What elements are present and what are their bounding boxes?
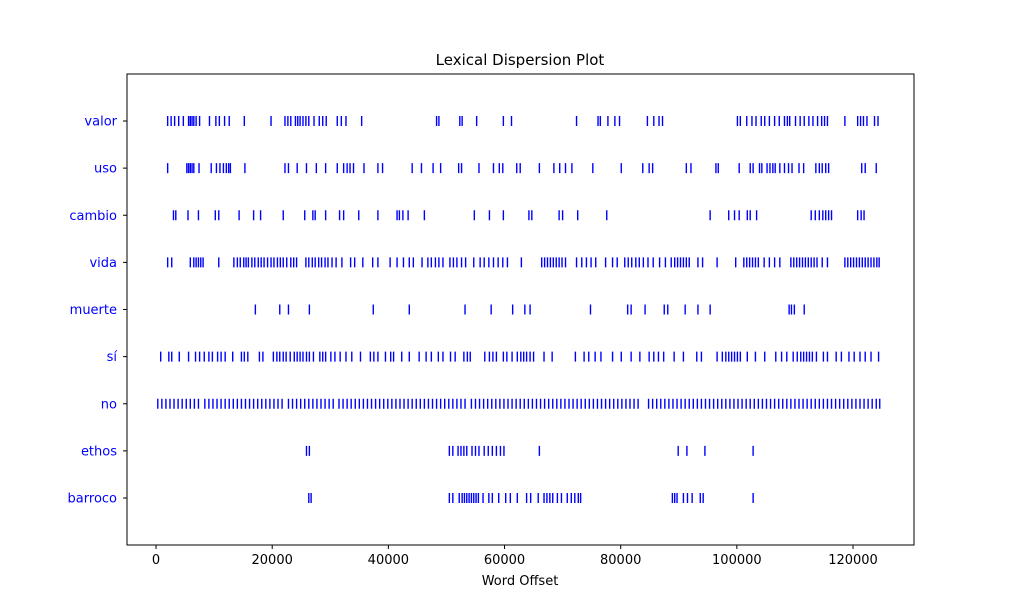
y-axis: valor uso cambio vida muerte sí no ethos barroco (68, 115, 127, 507)
series-muerte (254, 304, 805, 315)
y-tick-label-muerte: muerte (70, 303, 117, 318)
x-axis: 0 20000 40000 60000 80000 100000 120000 (152, 545, 878, 568)
x-axis-title: Word Offset (482, 574, 559, 589)
y-tick-label-no: no (101, 397, 117, 412)
y-tick-label-vida: vida (89, 256, 117, 271)
x-tick-label-100000: 100000 (712, 553, 762, 568)
x-tick-label-60000: 60000 (484, 553, 525, 568)
x-tick-label-40000: 40000 (368, 553, 409, 568)
x-tick-label-80000: 80000 (600, 553, 641, 568)
series-ethos (305, 445, 754, 456)
series-barroco (308, 493, 754, 503)
plot-frame (126, 73, 915, 546)
series-valor (166, 116, 879, 126)
y-tick-label-cambio: cambio (69, 209, 117, 224)
marks-layer (157, 116, 881, 503)
y-tick-label-barroco: barroco (68, 492, 117, 507)
x-tick-label-20000: 20000 (252, 553, 293, 568)
y-tick-label-sí: sí (107, 350, 118, 365)
series-cambio (172, 210, 865, 221)
y-tick-label-ethos: ethos (81, 444, 117, 459)
series-sí (159, 351, 880, 362)
x-tick-label-120000: 120000 (828, 553, 878, 568)
series-uso (166, 163, 877, 174)
series-vida (166, 257, 880, 268)
y-tick-label-valor: valor (84, 115, 117, 130)
series-no (157, 398, 881, 409)
chart-title: Lexical Dispersion Plot (436, 51, 605, 69)
y-tick-label-uso: uso (94, 162, 117, 177)
x-tick-label-0: 0 (152, 553, 160, 568)
